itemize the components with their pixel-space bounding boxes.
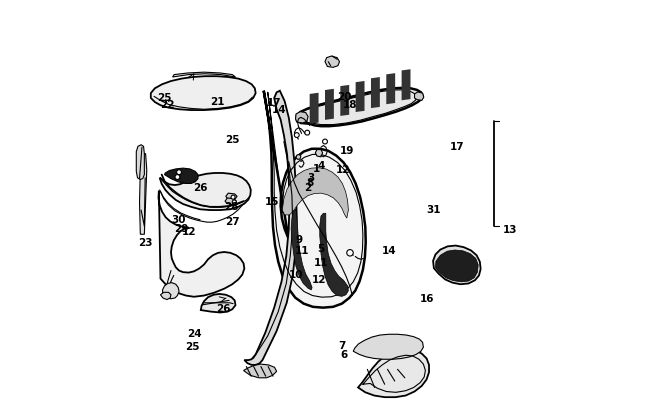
Text: 14: 14	[382, 245, 397, 255]
Text: 2: 2	[304, 182, 312, 192]
Text: 19: 19	[339, 146, 354, 156]
Circle shape	[232, 200, 237, 205]
Text: 28: 28	[224, 202, 239, 211]
Text: 26: 26	[194, 182, 208, 192]
Polygon shape	[244, 92, 297, 365]
Text: 11: 11	[314, 258, 328, 268]
Polygon shape	[162, 283, 179, 299]
Text: 7: 7	[338, 340, 346, 350]
Text: 5: 5	[317, 244, 324, 254]
Polygon shape	[297, 89, 422, 127]
Text: 17: 17	[267, 98, 281, 108]
Text: 25: 25	[157, 93, 172, 103]
Circle shape	[294, 133, 299, 138]
Text: 25: 25	[225, 135, 239, 145]
Circle shape	[346, 250, 353, 256]
Text: 10: 10	[289, 269, 303, 279]
Text: 30: 30	[171, 214, 185, 224]
Text: 25: 25	[185, 341, 199, 352]
Polygon shape	[320, 214, 348, 296]
Polygon shape	[358, 349, 429, 397]
Circle shape	[231, 196, 235, 200]
Text: 6: 6	[341, 349, 348, 359]
Polygon shape	[264, 92, 366, 308]
Polygon shape	[161, 292, 171, 300]
Text: 9: 9	[296, 234, 303, 245]
Polygon shape	[201, 294, 235, 313]
Polygon shape	[159, 191, 244, 297]
Text: 31: 31	[426, 205, 440, 215]
Polygon shape	[140, 154, 147, 234]
Text: 22: 22	[161, 100, 175, 110]
Text: 17: 17	[450, 141, 465, 151]
Polygon shape	[296, 155, 301, 160]
Circle shape	[305, 131, 309, 136]
Polygon shape	[164, 169, 198, 184]
Circle shape	[322, 140, 328, 145]
Text: 27: 27	[225, 216, 240, 226]
Text: 12: 12	[312, 275, 326, 285]
Polygon shape	[226, 194, 237, 200]
Circle shape	[177, 171, 181, 175]
Polygon shape	[371, 78, 380, 109]
Text: 23: 23	[138, 238, 152, 248]
Polygon shape	[436, 250, 478, 282]
Text: 12: 12	[181, 226, 196, 237]
Polygon shape	[296, 113, 308, 124]
Polygon shape	[225, 198, 237, 205]
Polygon shape	[341, 86, 349, 117]
Text: 29: 29	[174, 223, 188, 233]
Text: 15: 15	[265, 197, 279, 207]
Text: 16: 16	[419, 293, 434, 303]
Polygon shape	[291, 210, 312, 290]
Text: 4: 4	[317, 160, 324, 171]
Polygon shape	[244, 364, 277, 378]
Polygon shape	[282, 168, 348, 219]
Text: 14: 14	[272, 105, 287, 115]
Text: 12: 12	[336, 164, 351, 175]
Polygon shape	[160, 173, 251, 211]
Polygon shape	[433, 246, 480, 285]
Text: 1: 1	[313, 163, 320, 173]
Polygon shape	[353, 335, 423, 359]
Circle shape	[175, 175, 180, 180]
Polygon shape	[402, 70, 411, 101]
Text: 13: 13	[502, 225, 517, 235]
Text: 21: 21	[211, 97, 225, 107]
Polygon shape	[136, 145, 144, 180]
Text: 20: 20	[337, 91, 352, 101]
Polygon shape	[173, 73, 235, 78]
Polygon shape	[325, 90, 334, 121]
Text: 8: 8	[306, 177, 313, 188]
Polygon shape	[315, 150, 322, 158]
Polygon shape	[309, 94, 318, 124]
Polygon shape	[151, 77, 255, 111]
Text: 18: 18	[343, 99, 358, 109]
Polygon shape	[415, 93, 424, 101]
Text: 11: 11	[295, 245, 309, 255]
Polygon shape	[386, 74, 395, 105]
Text: 26: 26	[216, 303, 231, 313]
Text: 3: 3	[307, 173, 315, 183]
Polygon shape	[325, 57, 339, 68]
Text: 24: 24	[187, 328, 202, 339]
Polygon shape	[356, 82, 365, 113]
